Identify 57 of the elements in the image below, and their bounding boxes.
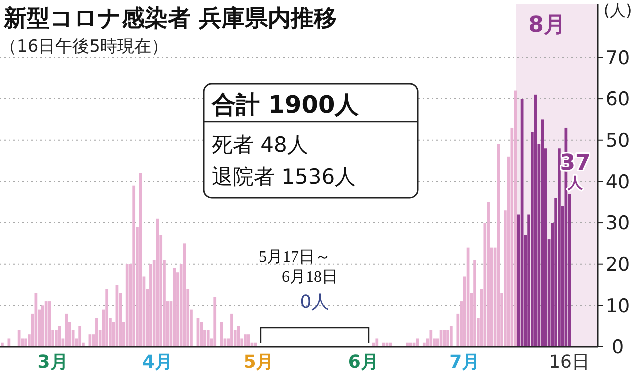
bar [106,289,109,347]
bar [443,330,446,347]
bar [44,302,48,347]
bar [58,326,62,347]
bar [126,264,129,347]
bar [139,173,142,347]
bar [230,314,234,347]
annotation: 退院者 1536人 [212,165,356,189]
y-tick-label: 60 [606,88,630,111]
y-tick-label: 0 [612,336,624,359]
bar [78,326,82,347]
annotation: 合計 1900人 [211,91,360,119]
bar [55,330,58,347]
y-tick-label: 70 [606,47,630,70]
x-tick-label: 4月 [142,352,173,373]
bar [497,144,500,347]
text: （16日午後5時現在） [0,37,168,57]
y-tick-label: 40 [606,171,630,194]
bar [244,334,247,347]
bar [220,322,224,347]
bar [430,330,433,347]
bar [132,186,136,347]
bar [558,148,561,347]
y-tick-label: 10 [606,295,630,318]
bar [42,306,44,347]
bar [514,90,517,347]
bar [206,330,210,347]
x-tick-label: 7月 [450,352,480,373]
bar [150,264,152,347]
bar [96,318,98,347]
bar [487,202,490,347]
bar [173,268,176,347]
bar [247,334,250,347]
y-tick-label: 50 [606,130,630,152]
bar [24,338,28,347]
bar [450,326,453,347]
bar [541,120,544,347]
bar [474,260,476,347]
x-tick-label: 5月 [244,352,274,373]
y-tick-label: 20 [606,254,630,276]
annotation: 8月 [528,13,566,38]
annotation: 6月18日 [282,269,338,286]
annotation: 死者 48人 [212,133,308,157]
annotation: 5月17日～ [259,249,331,266]
x-tick-label: 3月 [38,352,68,373]
x-tick-label: 16日 [549,352,590,373]
y-axis-title: (人) [604,1,632,20]
bar [376,338,379,347]
bar [65,314,68,347]
chart-title: 新型コロナ感染者 兵庫県内推移 [3,5,338,32]
bar [446,330,450,347]
bar [214,297,217,347]
annotation: 0人 [300,292,330,313]
bar [200,322,204,347]
y-tick-label: 30 [606,212,630,235]
x-tick-label: 6月 [348,352,379,373]
bar [416,338,420,347]
